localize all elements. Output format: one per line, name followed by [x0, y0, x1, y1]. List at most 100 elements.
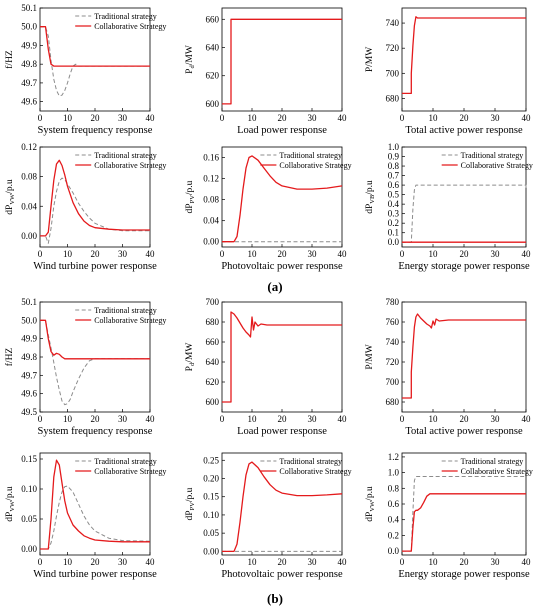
legend-traditional-label: Traditional strategy — [94, 151, 157, 160]
chart-title: System frequency response — [38, 426, 153, 437]
y-tick-label: 760 — [386, 317, 400, 327]
chart-title: Wind turbine power response — [33, 569, 157, 580]
y-tick-label: 0.0 — [388, 546, 400, 556]
traditional-series-line — [40, 319, 150, 406]
chart-panels: 0 10 20 30 40 49.6 49.7 49.8 49.9 50.0 50.1 Traditi… — [4, 3, 533, 580]
x-tick-label: 0 — [400, 113, 405, 123]
collaborative-series-line — [222, 155, 343, 243]
y-tick-label: 50.1 — [21, 297, 37, 307]
x-tick-label: 30 — [118, 113, 128, 123]
y-tick-label: 0.5 — [388, 190, 400, 200]
y-tick-label: 0.00 — [203, 237, 219, 247]
y-tick-label: 1.0 — [388, 468, 400, 478]
x-tick-label: 10 — [429, 249, 439, 259]
x-tick-label: 30 — [491, 113, 501, 123]
x-tick-label: 30 — [491, 414, 501, 424]
y-tick-label: 50.0 — [21, 22, 37, 32]
x-tick-label: 20 — [460, 414, 470, 424]
y-tick-label: 0.08 — [21, 172, 37, 182]
y-tick-label: 0.10 — [203, 510, 219, 520]
y-tick-label: 0.20 — [203, 474, 219, 484]
y-tick-label: 0.10 — [21, 484, 37, 494]
chart-b-total: 0 10 20 30 40 680 700 720 740 760 780 Total active … — [365, 297, 531, 437]
collaborative-series-line — [40, 26, 150, 67]
collaborative-series-line — [222, 461, 343, 553]
chart-b-load: 0 10 20 30 40 600 620 640 660 680 700 Load power re… — [185, 297, 347, 437]
x-tick-label: 20 — [460, 113, 470, 123]
collaborative-series-line — [222, 311, 342, 403]
legend-collaborative-label: Collaborative Strategy — [461, 467, 533, 476]
y-tick-label: 0.9 — [388, 152, 400, 162]
x-tick-label: 10 — [63, 557, 73, 567]
y-axis-label: Pd/MW — [185, 343, 196, 372]
chart-title: Wind turbine power response — [33, 261, 157, 272]
x-tick-label: 40 — [338, 249, 348, 259]
x-tick-label: 0 — [400, 414, 405, 424]
y-axis-label: dPPV/p.u — [185, 487, 196, 520]
y-tick-label: 0.00 — [21, 231, 37, 241]
x-tick-label: 10 — [248, 113, 258, 123]
x-tick-label: 20 — [91, 249, 101, 259]
y-axis-label: dPVW/p.u — [365, 486, 376, 522]
y-tick-label: 49.7 — [21, 370, 37, 380]
y-tick-label: 49.7 — [21, 78, 37, 88]
y-axis-label: dPPV/p.u — [185, 180, 196, 213]
y-tick-label: 0.0 — [388, 237, 400, 247]
y-tick-label: 49.9 — [21, 40, 37, 50]
y-tick-label: 660 — [206, 337, 220, 347]
chart-title: Load power response — [237, 125, 327, 136]
x-tick-label: 20 — [278, 249, 288, 259]
x-tick-label: 30 — [308, 414, 318, 424]
chart-a-wind: 0 10 20 30 40 0.00 0.04 0.08 0.12 Traditional str… — [5, 142, 166, 272]
y-tick-label: 620 — [206, 71, 220, 81]
y-tick-label: 49.5 — [21, 407, 37, 417]
x-tick-label: 30 — [308, 249, 318, 259]
legend-traditional-label: Traditional strategy — [94, 457, 157, 466]
y-tick-label: 780 — [386, 297, 400, 307]
y-tick-label: 0.15 — [203, 492, 219, 502]
chart-title: Total active power response — [405, 125, 523, 136]
y-tick-label: 49.9 — [21, 334, 37, 344]
y-tick-label: 49.6 — [21, 389, 37, 399]
collaborative-series-line — [402, 493, 526, 552]
chart-title: Photovoltaic power response — [221, 261, 343, 272]
y-tick-label: 720 — [386, 357, 400, 367]
x-tick-label: 10 — [429, 414, 439, 424]
x-tick-label: 30 — [491, 249, 501, 259]
y-axis-label: f/HZ — [4, 50, 15, 69]
y-tick-label: 0.4 — [388, 515, 400, 525]
chart-a-freq: 0 10 20 30 40 49.6 49.7 49.8 49.9 50.0 50.1 Traditi… — [4, 3, 166, 136]
y-tick-label: 0.04 — [21, 201, 37, 211]
y-tick-label: 640 — [206, 357, 220, 367]
y-tick-label: 0.1 — [388, 228, 399, 238]
y-tick-label: 680 — [386, 93, 400, 103]
chart-title: Load power response — [237, 426, 327, 437]
y-tick-label: 1.0 — [388, 142, 400, 152]
y-axis-label: dPVW/p.u — [5, 486, 16, 522]
x-tick-label: 30 — [308, 557, 318, 567]
legend-traditional-label: Traditional strategy — [94, 306, 157, 315]
y-tick-label: 0.6 — [388, 180, 400, 190]
y-tick-label: 0.25 — [203, 455, 219, 465]
y-tick-label: 0.7 — [388, 171, 400, 181]
chart-a-pv: 0 10 20 30 40 0.00 0.04 0.08 0.12 0.16 Traditional… — [185, 146, 352, 272]
y-tick-label: 700 — [386, 68, 400, 78]
y-axis-label: Pd/MW — [185, 45, 196, 74]
y-tick-label: 740 — [386, 18, 400, 28]
chart-title: Total active power response — [405, 426, 523, 437]
traditional-series-line — [402, 184, 527, 243]
collaborative-series-line — [40, 319, 150, 360]
x-tick-label: 30 — [491, 557, 501, 567]
plot-frame — [221, 301, 343, 413]
y-tick-label: 50.0 — [21, 315, 37, 325]
y-tick-label: 49.8 — [21, 352, 37, 362]
y-tick-label: 0.04 — [203, 216, 219, 226]
collaborative-series-line — [402, 313, 526, 399]
x-tick-label: 20 — [278, 113, 288, 123]
legend-traditional-label: Traditional strategy — [94, 12, 157, 21]
y-tick-label: 0.00 — [21, 544, 37, 554]
x-tick-label: 40 — [522, 249, 532, 259]
legend-collaborative-label: Collaborative Strategy — [94, 22, 166, 31]
traditional-series-line — [40, 177, 150, 244]
x-tick-label: 40 — [338, 557, 348, 567]
